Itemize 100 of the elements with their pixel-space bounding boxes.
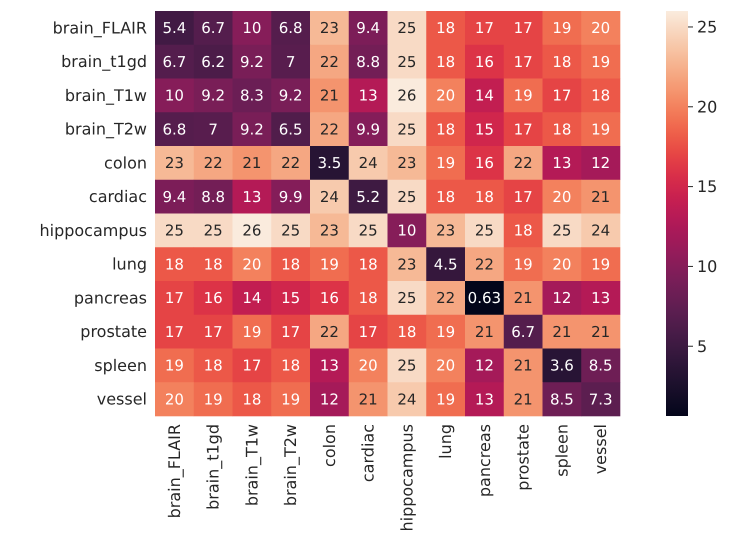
y-tick-label: cardiac (88, 187, 147, 206)
data-label: 6.7 (201, 19, 226, 38)
data-label: 19 (320, 255, 339, 274)
data-label: 21 (320, 86, 339, 105)
data-label: 18 (204, 255, 223, 274)
data-label: 17 (474, 19, 494, 38)
y-tick-label: pancreas (74, 288, 147, 308)
data-label: 13 (552, 154, 572, 172)
data-label: 7 (286, 52, 296, 71)
x-tick-label: brain_t1gd (204, 424, 223, 510)
data-label: 25 (164, 222, 184, 240)
data-label: 25 (281, 222, 300, 240)
y-tick-label: hippocampus (39, 220, 147, 240)
y-tick-label: brain_T1w (64, 86, 147, 105)
data-label: 25 (397, 188, 416, 206)
data-label: 22 (204, 154, 223, 172)
data-label: 18 (552, 52, 572, 71)
color-bar-label: 5 (697, 336, 708, 356)
data-label: 4.5 (434, 255, 458, 274)
data-label: 6.8 (162, 120, 186, 138)
data-label: 20 (436, 86, 456, 105)
data-label: 24 (358, 154, 378, 172)
data-label: 18 (436, 120, 456, 138)
data-label: 19 (552, 19, 572, 38)
y-tick-label: prostate (80, 322, 147, 342)
data-label: 25 (358, 222, 378, 240)
data-label: 21 (591, 322, 610, 341)
data-label: 5.2 (356, 188, 380, 206)
y-tick-label: spleen (94, 356, 147, 375)
data-label: 23 (164, 154, 184, 172)
data-label: 12 (474, 356, 494, 375)
data-label: 8.5 (588, 356, 613, 375)
data-label: 26 (397, 86, 416, 105)
x-tick-label: brain_T1w (242, 424, 262, 506)
data-label: 20 (552, 255, 572, 274)
data-label: 7 (208, 120, 218, 138)
data-label: 21 (514, 390, 533, 408)
data-label: 16 (320, 289, 339, 308)
y-tick-label: lung (112, 254, 147, 274)
data-label: 12 (552, 289, 572, 308)
data-label: 18 (242, 390, 262, 408)
data-label: 17 (514, 52, 533, 71)
data-label: 24 (591, 222, 610, 240)
data-label: 10 (397, 222, 416, 240)
x-tick-label: prostate (514, 424, 533, 491)
data-label: 23 (436, 222, 456, 240)
data-label: 18 (397, 322, 416, 341)
data-label: 21 (514, 356, 533, 375)
data-label: 13 (320, 356, 339, 375)
data-label: 19 (591, 52, 610, 71)
x-tick-label: brain_T2w (281, 424, 300, 506)
data-label: 19 (164, 356, 184, 375)
data-label: 10 (242, 19, 262, 38)
data-label: 9.2 (278, 86, 303, 105)
x-tick-label: vessel (591, 424, 610, 474)
data-label: 13 (358, 86, 378, 105)
data-label: 21 (552, 322, 572, 341)
data-label: 19 (281, 390, 300, 408)
data-label: 20 (242, 255, 262, 274)
data-label: 17 (358, 322, 378, 341)
data-label: 3.5 (317, 154, 342, 172)
data-label: 19 (204, 390, 223, 408)
data-label: 22 (320, 52, 339, 71)
data-label: 22 (436, 289, 456, 308)
data-label: 25 (397, 356, 416, 375)
data-label: 18 (204, 356, 223, 375)
data-label: 19 (514, 86, 533, 105)
color-bar-label: 20 (697, 97, 718, 116)
data-label: 7.3 (588, 390, 613, 408)
data-label: 25 (397, 289, 416, 308)
data-label: 14 (474, 86, 494, 105)
data-label: 22 (474, 255, 494, 274)
data-label: 19 (591, 120, 610, 138)
x-tick-label: lung (436, 424, 456, 459)
data-label: 6.2 (201, 52, 226, 71)
y-tick-label: brain_FLAIR (52, 18, 147, 38)
data-label: 13 (591, 289, 610, 308)
y-tick-label: brain_t1gd (61, 52, 147, 72)
data-label: 8.8 (356, 52, 380, 71)
data-label: 6.7 (511, 322, 536, 341)
data-label: 18 (281, 255, 300, 274)
data-label: 9.9 (356, 120, 380, 138)
data-label: 24 (397, 390, 416, 408)
data-label: 19 (242, 322, 262, 341)
color-bar-label: 25 (697, 18, 718, 37)
data-label: 9.4 (162, 188, 186, 206)
data-label: 23 (397, 255, 416, 274)
data-label: 18 (474, 188, 494, 206)
data-label: 17 (514, 120, 533, 138)
data-label: 17 (164, 322, 184, 341)
data-label: 25 (552, 222, 572, 240)
data-label: 21 (474, 322, 494, 341)
data-label: 18 (436, 188, 456, 206)
data-label: 20 (591, 19, 610, 38)
data-label: 17 (164, 289, 184, 308)
data-label: 6.7 (162, 52, 186, 71)
data-label: 17 (204, 322, 223, 341)
data-label: 18 (436, 19, 456, 38)
data-label: 18 (436, 52, 456, 71)
data-label: 23 (320, 19, 339, 38)
